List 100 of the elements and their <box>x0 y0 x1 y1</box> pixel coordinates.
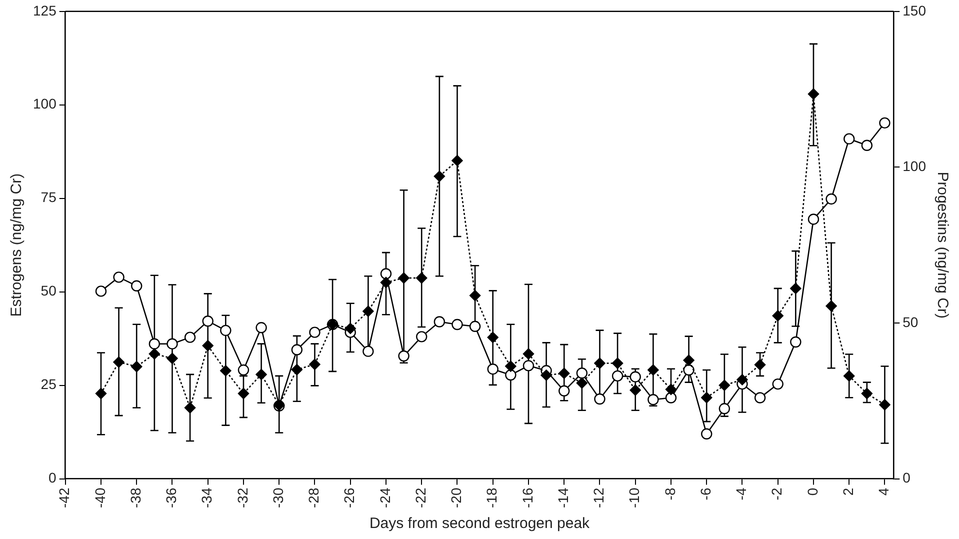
x-tick-label: -8 <box>662 488 678 500</box>
x-tick-label: -24 <box>376 488 393 508</box>
x-tick-label: 0 <box>804 488 820 496</box>
point <box>790 336 802 348</box>
point <box>861 388 873 400</box>
point <box>736 374 748 386</box>
point <box>362 306 374 317</box>
point <box>238 364 250 376</box>
point <box>220 324 232 336</box>
point <box>95 388 107 400</box>
point <box>754 392 766 404</box>
x-tick-label: -32 <box>234 488 250 508</box>
point <box>220 365 232 376</box>
point <box>612 370 624 382</box>
point <box>148 338 160 350</box>
point <box>113 272 124 283</box>
y2-axis-title: Progestins (ng/mg Cr) <box>934 172 951 318</box>
y-tick-label: 100 <box>33 96 57 112</box>
point <box>879 117 890 129</box>
point <box>772 378 784 390</box>
point <box>113 356 124 368</box>
x-tick-label: -12 <box>590 488 607 508</box>
point <box>469 290 481 302</box>
x-tick-label: -42 <box>56 488 72 508</box>
point <box>398 350 410 362</box>
point <box>576 368 588 379</box>
x-tick-label: -22 <box>412 488 428 508</box>
point <box>718 380 730 391</box>
point <box>309 326 320 338</box>
point <box>718 403 730 414</box>
x-tick-label: -34 <box>198 488 215 508</box>
point <box>202 340 214 352</box>
point <box>879 399 890 410</box>
point <box>505 369 516 381</box>
point <box>558 368 570 379</box>
x-tick-label: -26 <box>341 488 358 508</box>
x-tick-label: -36 <box>163 488 180 508</box>
x-tick-label: -40 <box>92 488 108 508</box>
point <box>665 392 677 404</box>
point <box>380 276 392 288</box>
point <box>648 394 659 406</box>
point <box>344 322 356 334</box>
y-tick-label: 125 <box>33 2 57 18</box>
point <box>558 385 570 396</box>
point <box>701 392 712 404</box>
point <box>184 402 196 414</box>
x-tick-label: -38 <box>127 488 144 508</box>
point <box>861 140 873 151</box>
point <box>522 360 534 372</box>
point <box>808 88 820 100</box>
point <box>256 322 267 334</box>
point <box>434 170 446 182</box>
y-tick-label: 75 <box>40 189 57 206</box>
point <box>522 348 534 360</box>
point <box>612 358 624 369</box>
x-tick-label: -4 <box>733 488 750 500</box>
point <box>362 346 374 357</box>
point <box>665 384 677 396</box>
y2-tick-label: 150 <box>902 2 926 18</box>
x-tick-label: -28 <box>306 488 322 508</box>
point <box>630 371 641 382</box>
point <box>844 133 855 144</box>
point <box>202 316 214 327</box>
point <box>576 377 588 389</box>
point <box>398 272 410 284</box>
point <box>505 360 516 372</box>
point <box>594 393 606 405</box>
point <box>434 316 446 328</box>
y-tick-label: 25 <box>40 376 57 392</box>
point <box>790 282 802 294</box>
point <box>291 364 303 376</box>
x-tick-label: -20 <box>448 488 464 508</box>
point <box>416 272 428 284</box>
point <box>844 370 855 382</box>
point <box>166 352 178 364</box>
point <box>826 193 837 205</box>
point <box>184 332 196 343</box>
y-tick-label: 50 <box>40 282 57 299</box>
x-tick-label: -14 <box>554 488 571 508</box>
point <box>540 370 552 381</box>
point <box>487 332 498 344</box>
y-tick-label: 0 <box>48 470 57 486</box>
point <box>487 363 498 375</box>
x-tick-label: -30 <box>270 488 286 508</box>
point <box>131 280 142 292</box>
x-tick-label: -6 <box>697 488 714 500</box>
point <box>648 364 659 376</box>
point <box>808 214 820 225</box>
y2-tick-label: 50 <box>902 314 918 330</box>
x-tick-label: -16 <box>519 488 536 508</box>
point <box>683 354 694 366</box>
point <box>701 428 712 440</box>
point <box>256 368 267 380</box>
x-tick-label: 2 <box>840 488 856 496</box>
x-axis-title: Days from second estrogen peak <box>369 515 590 532</box>
point <box>594 358 606 369</box>
point <box>291 344 303 356</box>
x-tick-label: 4 <box>876 488 892 496</box>
point <box>166 338 178 350</box>
point <box>683 364 694 376</box>
